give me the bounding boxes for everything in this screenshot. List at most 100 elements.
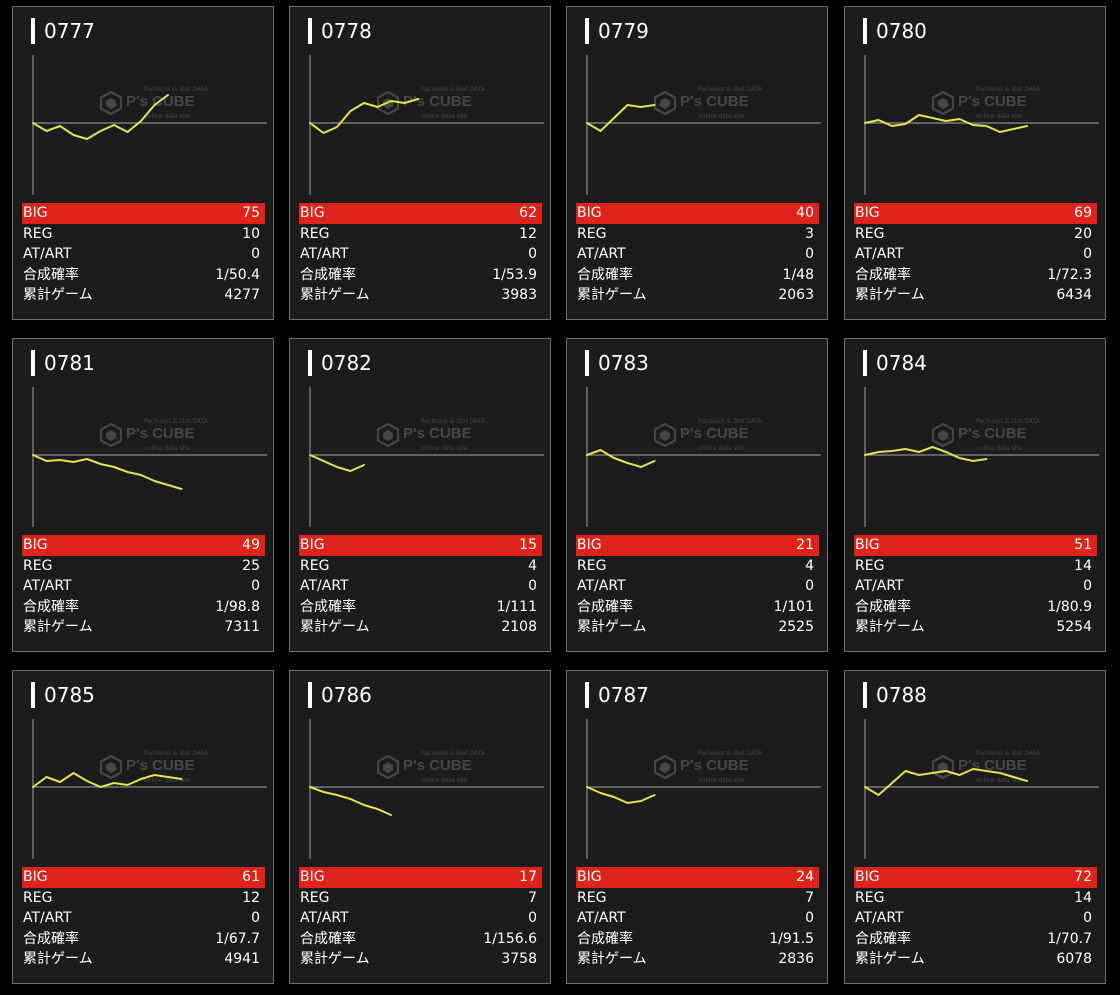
- cube-icon: [932, 423, 954, 447]
- games-label: 累計ゲーム: [577, 619, 647, 635]
- prob-value: 1/156.6: [483, 930, 537, 947]
- at-row: AT/ART 0: [22, 244, 265, 265]
- big-row: BIG 75: [22, 203, 265, 224]
- at-value: 0: [528, 578, 537, 594]
- big-label: BIG: [300, 537, 325, 553]
- slump-line: [309, 98, 419, 134]
- machine-card-0788[interactable]: 0788 Pachislot & Slot DATA P's CUBE onli…: [844, 670, 1106, 984]
- at-label: AT/ART: [855, 910, 904, 926]
- games-row: 累計ゲーム 4277: [22, 285, 265, 306]
- watermark-brand: P's CUBE: [958, 425, 1027, 442]
- at-value: 0: [528, 910, 537, 926]
- slump-graph: [309, 55, 544, 195]
- prob-row: 合成確率 1/91.5: [576, 929, 819, 950]
- machine-number: 0784: [876, 351, 927, 375]
- machine-card-0779[interactable]: 0779 Pachislot & Slot DATA P's CUBE onli…: [566, 6, 828, 320]
- prob-row: 合成確率 1/50.4: [22, 265, 265, 286]
- reg-value: 14: [1074, 557, 1092, 574]
- slump-graph: [586, 387, 821, 527]
- watermark-subtext: Pachislot & Slot DATA: [698, 750, 762, 757]
- header-marker: [863, 350, 867, 376]
- watermark-brand: P's CUBE: [680, 93, 749, 110]
- games-label: 累計ゲーム: [300, 619, 370, 635]
- machine-number: 0787: [598, 683, 649, 707]
- games-value: 2063: [778, 287, 814, 303]
- at-value: 0: [1083, 246, 1092, 262]
- machine-card-0784[interactable]: 0784 Pachislot & Slot DATA P's CUBE onli…: [844, 338, 1106, 652]
- at-value: 0: [1083, 578, 1092, 594]
- slump-line: [864, 446, 988, 462]
- stats-table: BIG 15 REG 4 AT/ART 0 合成確率 1/111 累計ゲーム 2…: [299, 535, 542, 638]
- machine-card-0780[interactable]: 0780 Pachislot & Slot DATA P's CUBE onli…: [844, 6, 1106, 320]
- games-value: 4277: [224, 287, 260, 303]
- watermark-brand: P's CUBE: [403, 757, 472, 774]
- games-label: 累計ゲーム: [300, 287, 370, 303]
- at-label: AT/ART: [300, 910, 349, 926]
- cube-icon: [377, 755, 399, 779]
- big-row: BIG 62: [299, 203, 542, 224]
- watermark-subtext-bottom: online data site: [698, 113, 745, 120]
- big-row: BIG 40: [576, 203, 819, 224]
- big-row: BIG 51: [854, 535, 1097, 556]
- watermark-subtext: Pachislot & Slot DATA: [698, 418, 762, 425]
- machine-card-0783[interactable]: 0783 Pachislot & Slot DATA P's CUBE onli…: [566, 338, 828, 652]
- watermark-subtext-bottom: online data site: [698, 445, 745, 452]
- big-value: 62: [519, 205, 537, 221]
- big-row: BIG 21: [576, 535, 819, 556]
- at-row: AT/ART 0: [576, 908, 819, 929]
- games-row: 累計ゲーム 3983: [299, 285, 542, 306]
- slump-line: [586, 449, 656, 468]
- reg-label: REG: [300, 225, 330, 242]
- machine-number: 0785: [44, 683, 95, 707]
- games-label: 累計ゲーム: [855, 951, 925, 967]
- machine-card-0785[interactable]: 0785 Pachislot & Slot DATA P's CUBE onli…: [12, 670, 274, 984]
- big-row: BIG 17: [299, 867, 542, 888]
- machine-card-0786[interactable]: 0786 Pachislot & Slot DATA P's CUBE onli…: [289, 670, 551, 984]
- machine-card-0781[interactable]: 0781 Pachislot & Slot DATA P's CUBE onli…: [12, 338, 274, 652]
- watermark-subtext-bottom: online data site: [698, 777, 745, 784]
- prob-value: 1/91.5: [769, 930, 814, 947]
- big-row: BIG 49: [22, 535, 265, 556]
- machine-number: 0781: [44, 351, 95, 375]
- ps-cube-watermark-logo: Pachislot & Slot DATA P's CUBE online da…: [932, 418, 1040, 452]
- machine-card-0777[interactable]: 0777 Pachislot & Slot DATA P's CUBE onli…: [12, 6, 274, 320]
- prob-value: 1/111: [496, 598, 537, 615]
- at-label: AT/ART: [577, 910, 626, 926]
- header-marker: [31, 350, 35, 376]
- watermark-brand: P's CUBE: [680, 425, 749, 442]
- cube-icon: [377, 423, 399, 447]
- watermark-subtext: Pachislot & Slot DATA: [144, 418, 208, 425]
- slump-line: [586, 104, 656, 132]
- big-label: BIG: [300, 205, 325, 221]
- games-value: 2108: [501, 619, 537, 635]
- stats-table: BIG 21 REG 4 AT/ART 0 合成確率 1/101 累計ゲーム 2…: [576, 535, 819, 638]
- at-value: 0: [805, 578, 814, 594]
- games-row: 累計ゲーム 7311: [22, 617, 265, 638]
- at-row: AT/ART 0: [22, 576, 265, 597]
- reg-value: 4: [528, 557, 537, 574]
- slump-line: [32, 454, 183, 490]
- reg-label: REG: [23, 225, 53, 242]
- slump-graph: [586, 55, 821, 195]
- watermark-subtext-bottom: online data site: [976, 113, 1023, 120]
- watermark-subtext: Pachislot & Slot DATA: [421, 418, 485, 425]
- prob-label: 合成確率: [23, 266, 79, 283]
- header-marker: [308, 682, 312, 708]
- slump-line: [864, 768, 1028, 796]
- reg-value: 7: [528, 889, 537, 906]
- watermark-subtext-bottom: online data site: [976, 445, 1023, 452]
- reg-value: 3: [805, 225, 814, 242]
- machine-card-0787[interactable]: 0787 Pachislot & Slot DATA P's CUBE onli…: [566, 670, 828, 984]
- big-value: 72: [1074, 869, 1092, 885]
- at-value: 0: [805, 910, 814, 926]
- at-value: 0: [251, 246, 260, 262]
- machine-card-0778[interactable]: 0778 Pachislot & Slot DATA P's CUBE onli…: [289, 6, 551, 320]
- big-value: 15: [519, 537, 537, 553]
- big-value: 21: [796, 537, 814, 553]
- slump-graph: [586, 719, 821, 859]
- prob-value: 1/72.3: [1047, 266, 1092, 283]
- prob-label: 合成確率: [23, 598, 79, 615]
- machine-card-0782[interactable]: 0782 Pachislot & Slot DATA P's CUBE onli…: [289, 338, 551, 652]
- prob-row: 合成確率 1/48: [576, 265, 819, 286]
